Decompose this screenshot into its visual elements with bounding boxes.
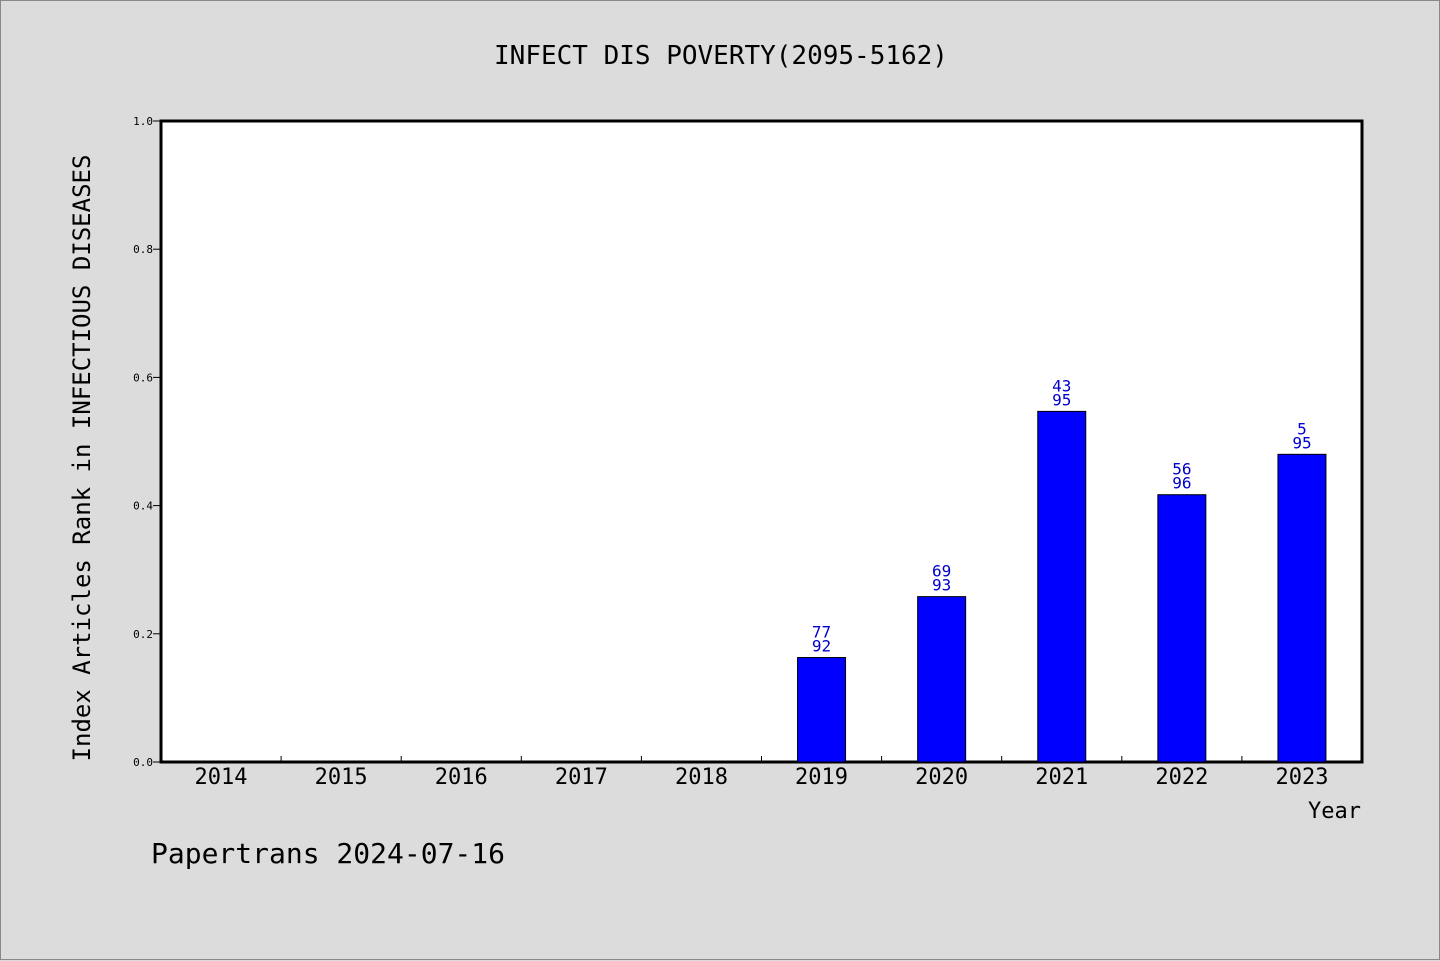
x-tick-label: 2020 (915, 765, 968, 790)
x-tick-label: 2019 (795, 765, 848, 790)
data-label-total: 92 (812, 637, 831, 656)
data-label-total: 95 (1292, 433, 1311, 452)
data-label-rank: 43 (1052, 376, 1071, 395)
y-tick-label: 1.0 (133, 115, 153, 128)
x-tick-label: 2018 (675, 765, 728, 790)
y-tick-label: 0.0 (133, 756, 153, 769)
y-tick-label: 0.4 (133, 500, 153, 513)
x-tick-label: 2015 (315, 765, 368, 790)
x-tick-label: 2014 (195, 765, 248, 790)
x-tick-label: 2016 (435, 765, 488, 790)
bar (1037, 410, 1087, 763)
bar (1157, 494, 1207, 763)
data-label-rank: 56 (1172, 460, 1191, 479)
y-axis-label: Index Articles Rank in INFECTIOUS DISEAS… (68, 155, 96, 762)
x-axis-ticks: 2014 2015 2016 2017 2018 2019 2020 2021 2022 2023 (195, 756, 1328, 790)
x-tick-label: 2017 (555, 765, 608, 790)
bar (1277, 453, 1327, 763)
footer-text: Papertrans 2024-07-16 (151, 837, 505, 870)
x-axis-label: Year (1308, 799, 1361, 824)
x-tick-label: 2023 (1275, 765, 1328, 790)
chart-title: INFECT DIS POVERTY(2095-5162) (494, 41, 948, 71)
x-tick-label: 2022 (1155, 765, 1208, 790)
x-tick-label: 2021 (1035, 765, 1088, 790)
y-axis-ticks: 0.0 0.2 0.4 0.6 0.8 1.0 (133, 115, 161, 769)
data-label-rank: 5 (1297, 419, 1307, 438)
data-label-rank: 77 (812, 623, 831, 642)
data-label-rank: 69 (932, 562, 951, 581)
y-tick-label: 0.8 (133, 243, 153, 256)
y-tick-label: 0.2 (133, 628, 153, 641)
bars (797, 410, 1327, 763)
bar (917, 596, 967, 763)
y-tick-label: 0.6 (133, 371, 153, 384)
bar (797, 657, 847, 763)
data-label-total: 95 (1052, 390, 1071, 409)
data-label-total: 93 (932, 576, 951, 595)
data-label-total: 96 (1172, 474, 1191, 493)
